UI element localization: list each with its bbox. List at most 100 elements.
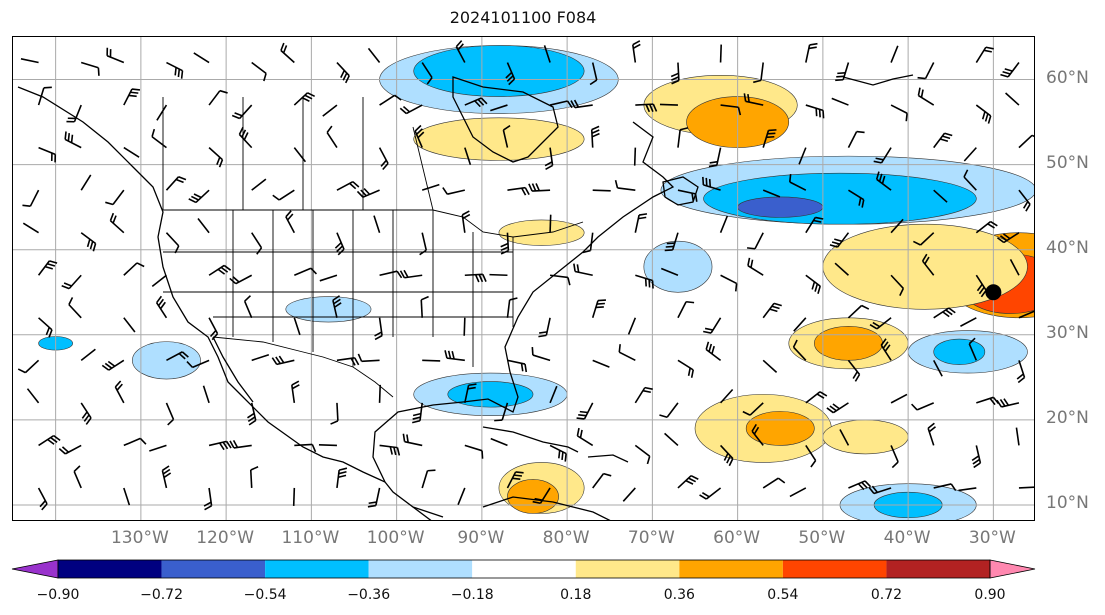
wind-barb [913,232,935,246]
wind-barb [890,218,904,234]
wind-barb [677,474,699,489]
wind-barb [788,173,807,191]
border-layer [162,97,584,398]
wind-barb [421,183,440,191]
wind-barb [61,274,82,290]
wind-barb [422,359,441,362]
wind-barb [834,262,849,276]
wind-barb [805,216,824,234]
wind-barb [80,348,96,361]
wind-barb [589,62,598,86]
colorbar-tick: −0.72 [140,587,183,603]
wind-barb [753,62,764,84]
wind-barb [873,147,892,164]
colorbar-under-arrow [11,559,59,579]
wind-barb [197,218,210,234]
wind-barb [229,274,253,285]
coastline-west [17,86,444,518]
wind-barb [502,124,511,148]
wind-barb [635,274,654,289]
wind-barb [229,440,252,449]
wind-barb [68,297,82,319]
wind-barb [66,104,82,123]
wind-barb [507,186,530,196]
wind-barb [677,300,695,319]
lat-label: 10°N [1046,492,1089,513]
colorbar-segment [368,560,473,578]
wind-barb [699,487,722,500]
wind-barb [378,147,389,171]
wind-barb [208,264,232,276]
wind-barb [720,104,742,116]
wind-barb [367,487,381,508]
wind-barb [634,444,651,465]
wind-barb [507,359,528,373]
wind-barb [751,423,764,446]
wind-barb [247,402,257,426]
wind-barb [847,359,861,382]
wind-barb [933,483,957,492]
wind-barb [805,42,818,63]
wind-barb [762,359,778,373]
hudson-bay [452,76,559,163]
wind-barb [933,189,948,203]
wind-barb [996,398,1020,408]
wind-barb [592,359,610,368]
wind-barb [702,176,721,191]
wind-barb [971,445,982,469]
wind-barb [412,402,423,424]
wind-barb [591,299,606,319]
wind-barb [963,169,977,191]
colorbar-segment [161,560,266,578]
wind-barb [927,422,936,446]
lon-label: 80°W [542,528,590,548]
wind-barb [109,212,125,234]
wind-barb [960,317,977,327]
wind-barb [614,180,636,191]
wind-barb [186,359,210,369]
wind-barb [747,257,764,276]
wind-barb [976,396,1000,406]
wind-barb [932,359,943,377]
wind-barb [188,189,210,204]
contour-area-23 [498,219,585,246]
lon-label: 120°W [196,528,255,548]
lon-label: 100°W [366,528,425,548]
hispaniola [587,454,629,463]
wind-barb [399,269,423,279]
wind-barb [106,47,125,64]
wind-barb [490,104,508,112]
wind-barb [26,388,40,404]
wind-barb [805,274,821,294]
map-panel[interactable] [12,36,1035,521]
wind-barb [272,189,295,201]
wind-barb [835,62,850,82]
wind-barb [933,132,953,149]
lon-label: 70°W [627,528,675,548]
us-mexico-border [212,336,394,398]
marker-layer [985,284,1002,301]
wind-barb [455,40,466,63]
central-america [412,506,432,520]
wind-barb [442,187,466,195]
wind-barb [402,433,423,447]
wind-barb [890,45,899,63]
wind-barb [634,386,653,404]
wind-barb [549,385,558,404]
wind-barb [208,440,232,451]
wind-barb [17,359,40,374]
contour-area-17 [745,411,815,446]
wind-barb [1016,360,1026,384]
wind-barb [243,295,253,319]
colorbar-tick: −0.36 [347,587,391,603]
wind-barb [890,104,908,122]
wind-barb [590,125,600,148]
wind-barb [549,274,571,286]
lon-label: 110°W [281,528,340,548]
wind-barb [165,402,175,426]
wind-barb [677,127,689,148]
contour-area-9 [413,45,585,97]
wind-barb [506,471,524,489]
contour-area-7 [737,196,824,218]
wind-barb [677,359,694,378]
